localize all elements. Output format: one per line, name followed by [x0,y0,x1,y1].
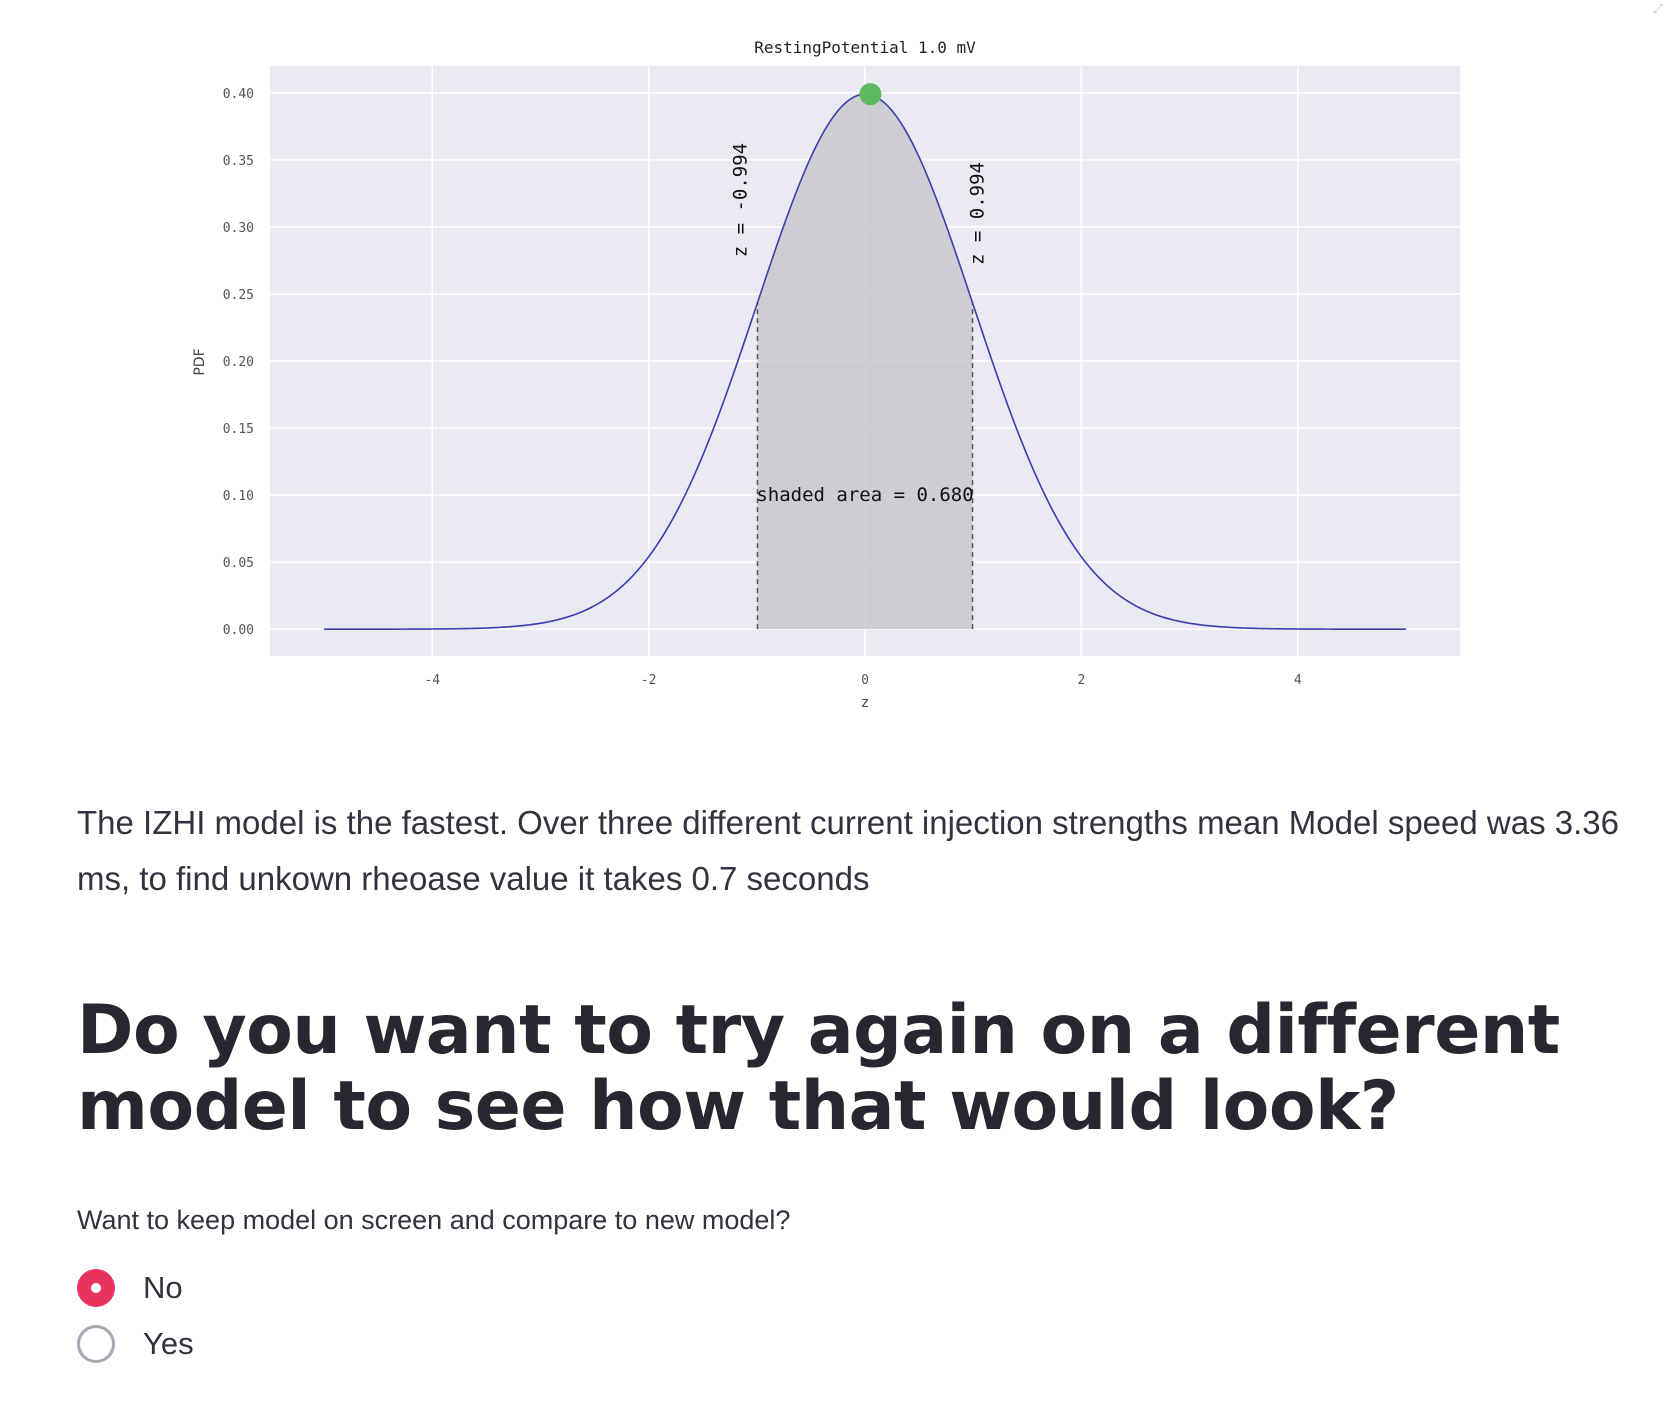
right-line-annotation: z = 0.994 [967,162,989,265]
y-tick-label: 0.40 [223,87,254,102]
y-tick-label: 0.00 [223,623,254,638]
model-speed-summary: The IZHI model is the fastest. Over thre… [77,804,1619,897]
x-tick-label: -2 [641,673,657,688]
radio-option-no-label: No [143,1270,183,1305]
x-tick-label: 0 [861,673,869,688]
y-tick-label: 0.30 [223,221,254,236]
chart-ticks: -4 -2 0 2 4 0.00 0.05 0.10 0.15 0.20 0.25 0.30 0.35 0… [223,87,1302,688]
chart-title: RestingPotential 1.0 mV [754,38,976,57]
y-tick-label: 0.15 [223,422,254,437]
radio-button-no[interactable] [77,1269,115,1307]
radio-option-yes[interactable]: Yes [77,1316,977,1372]
chart-x-axis-label: z [861,695,869,711]
y-tick-label: 0.25 [223,288,254,303]
x-tick-label: 4 [1294,673,1302,688]
chart-curve-layer [324,83,1406,630]
chart-svg: -4 -2 0 2 4 0.00 0.05 0.10 0.15 0.20 0.25 0.30 0.35 0… [192,38,1460,711]
radio-option-yes-label: Yes [143,1326,194,1361]
radio-button-yes[interactable] [77,1325,115,1363]
compare-model-radio-group: Want to keep model on screen and compare… [77,1200,977,1372]
peak-marker [859,83,882,106]
left-line-annotation: z = -0.994 [729,143,751,257]
radio-option-no[interactable]: No [77,1260,977,1316]
resting-potential-chart: -4 -2 0 2 4 0.00 0.05 0.10 0.15 0.20 0.25 0.30 0.35 0… [192,2,1664,711]
compare-model-question: Want to keep model on screen and compare… [77,1205,791,1235]
y-tick-label: 0.35 [223,154,254,169]
y-tick-label: 0.10 [223,489,254,504]
x-tick-label: 2 [1077,673,1085,688]
chart-y-axis-label: PDF [192,348,208,375]
shaded-area [757,94,973,630]
expand-icon[interactable]: ⤢ [1652,2,1664,17]
shaded-area-annotation: shaded area = 0.680 [756,484,973,506]
chart-shaded-region [756,94,974,630]
y-tick-label: 0.05 [223,556,254,571]
x-tick-label: -4 [424,673,440,688]
try-again-heading: Do you want to try again on a different … [77,991,1560,1146]
y-tick-label: 0.20 [223,355,254,370]
